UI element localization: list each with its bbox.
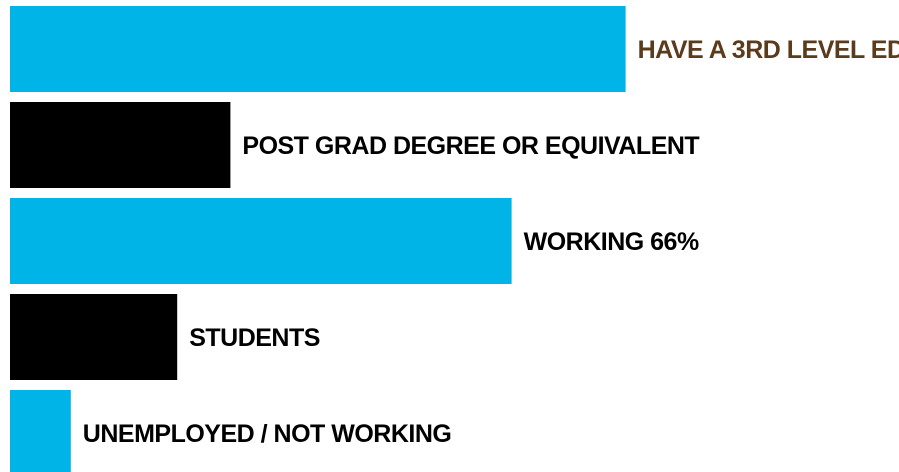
bar-2 <box>10 198 512 284</box>
bar-label-3: Students <box>189 324 320 352</box>
bar-3 <box>10 294 178 380</box>
bar-1 <box>10 102 231 188</box>
bar-label-4: Unemployed / Not Working <box>83 420 452 448</box>
bar-0 <box>10 6 626 92</box>
bar-label-1: Post Grad Degree or Equivalent <box>242 132 699 160</box>
bar-label-2: Working 66% <box>524 228 699 256</box>
labels-group: Have a 3rd Level Education Post Grad Degr… <box>83 36 899 448</box>
bar-label-0: Have a 3rd Level Education <box>638 36 899 64</box>
bars-group <box>10 6 626 472</box>
bar-4 <box>10 390 71 472</box>
